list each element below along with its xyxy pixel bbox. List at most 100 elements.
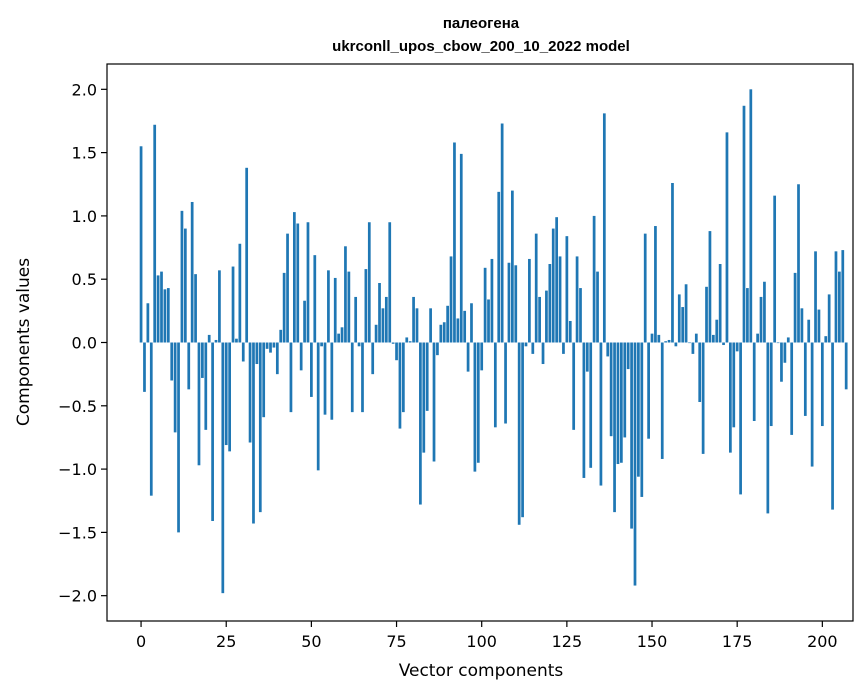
bar-94 [459, 153, 463, 343]
bar-178 [746, 288, 749, 343]
bar-41 [279, 329, 283, 343]
bar-79 [408, 341, 412, 343]
chart-title-line2: ukrconll_upos_cbow_200_10_2022 model [332, 38, 630, 55]
bar-73 [388, 222, 392, 343]
bar-44 [289, 342, 293, 413]
bar-108 [507, 262, 511, 343]
chart-title-line1: палеогена [443, 15, 520, 32]
bar-142 [623, 342, 627, 438]
bar-118 [541, 342, 545, 365]
bar-89 [442, 322, 446, 343]
bar-78 [405, 337, 409, 343]
bar-96 [466, 342, 470, 372]
bar-179 [749, 89, 753, 343]
bar-187 [776, 342, 780, 344]
bar-22 [214, 339, 218, 343]
bar-163 [694, 333, 698, 343]
bar-80 [412, 296, 415, 343]
bar-136 [602, 113, 606, 343]
bar-54 [323, 342, 327, 415]
bar-0 [139, 146, 143, 343]
bar-201 [824, 336, 828, 343]
bar-116 [534, 233, 538, 343]
bar-144 [630, 342, 633, 529]
bar-81 [415, 308, 419, 343]
bar-148 [643, 233, 647, 343]
bar-166 [705, 286, 708, 343]
bar-119 [545, 290, 548, 343]
bar-174 [732, 342, 736, 428]
bar-153 [660, 342, 664, 459]
bar-139 [613, 342, 616, 513]
y-tick-label: 1.0 [72, 207, 97, 226]
y-tick-label: 0.0 [72, 334, 97, 353]
bar-126 [568, 320, 572, 343]
x-axis-ticks: 0 25 50 75 100 125 150 175 200 [136, 621, 838, 651]
bar-25 [224, 342, 228, 446]
bar-7 [163, 289, 167, 343]
bar-43 [286, 233, 289, 343]
x-tick-label: 100 [466, 632, 497, 651]
bar-20 [207, 334, 211, 343]
bar-5 [156, 275, 160, 343]
bar-188 [780, 342, 783, 382]
bar-63 [354, 296, 358, 343]
bar-182 [759, 296, 763, 343]
bar-145 [633, 342, 637, 586]
bar-135 [599, 342, 603, 486]
bar-177 [742, 105, 746, 343]
bar-109 [511, 190, 514, 343]
bar-101 [483, 267, 487, 343]
x-tick-label: 150 [637, 632, 668, 651]
bar-138 [609, 342, 613, 437]
bar-171 [722, 342, 725, 346]
bar-50 [310, 342, 313, 397]
bar-207 [844, 342, 848, 390]
bar-124 [562, 342, 565, 354]
bar-6 [160, 271, 163, 343]
bar-24 [221, 342, 225, 594]
bar-204 [834, 251, 838, 343]
bar-102 [487, 299, 490, 343]
bar-160 [684, 284, 688, 343]
bar-104 [493, 342, 497, 428]
bar-117 [538, 296, 541, 343]
bar-165 [701, 342, 705, 454]
bar-90 [446, 305, 450, 343]
bar-111 [517, 342, 521, 525]
bar-168 [711, 334, 715, 343]
bar-147 [640, 342, 644, 497]
bar-48 [303, 300, 306, 343]
bar-14 [187, 342, 191, 390]
bar-36 [262, 342, 266, 418]
bar-84 [425, 342, 429, 411]
bar-28 [235, 338, 238, 343]
y-tick-label: 0.5 [72, 270, 97, 289]
bar-106 [500, 123, 504, 343]
bar-27 [231, 266, 235, 343]
bar-60 [344, 246, 347, 343]
bar-113 [524, 342, 528, 347]
bar-91 [449, 256, 453, 343]
bar-85 [429, 308, 432, 343]
bar-57 [333, 277, 337, 343]
bar-97 [470, 303, 473, 343]
bar-190 [786, 337, 790, 343]
bar-121 [551, 228, 555, 343]
bar-206 [841, 250, 845, 343]
bar-180 [752, 342, 756, 421]
bar-30 [241, 342, 245, 362]
bar-154 [664, 341, 668, 343]
bar-52 [316, 342, 320, 471]
bar-156 [671, 183, 674, 343]
bar-173 [729, 342, 732, 453]
y-tick-label: −2.0 [58, 587, 97, 606]
y-axis-ticks: −2.0 −1.5 −1.0 −0.5 0.0 0.5 1.0 1.5 2.0 [58, 80, 107, 606]
bar-172 [725, 132, 729, 343]
bar-76 [398, 342, 402, 429]
y-tick-label: −1.0 [58, 460, 97, 479]
bar-122 [555, 217, 559, 343]
bar-159 [681, 307, 685, 343]
bar-99 [476, 342, 480, 463]
bar-11 [177, 342, 180, 533]
